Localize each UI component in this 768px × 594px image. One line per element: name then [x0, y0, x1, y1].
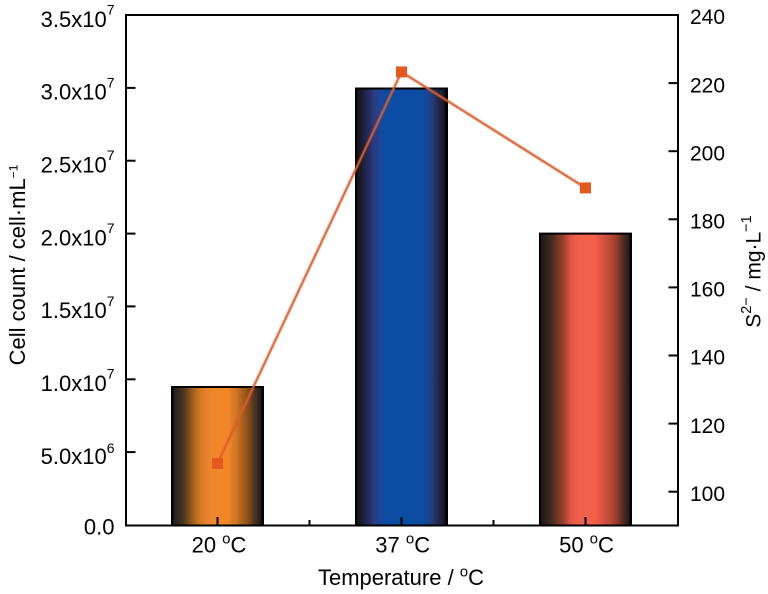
svg-text:50 oC: 50 oC	[559, 531, 614, 558]
svg-text:5.0x106: 5.0x106	[41, 440, 115, 469]
svg-text:140: 140	[690, 347, 725, 370]
svg-text:Temperature / oC: Temperature / oC	[318, 563, 484, 590]
svg-text:160: 160	[690, 279, 725, 302]
svg-text:180: 180	[690, 211, 725, 234]
svg-text:240: 240	[690, 6, 725, 29]
svg-text:120: 120	[690, 415, 725, 438]
svg-text:200: 200	[690, 142, 725, 165]
svg-text:1.0x107: 1.0x107	[41, 366, 115, 396]
svg-text:1.5x107: 1.5x107	[41, 293, 115, 323]
svg-text:100: 100	[690, 483, 725, 506]
svg-text:2.0x107: 2.0x107	[41, 220, 115, 250]
svg-text:2.5x107: 2.5x107	[41, 147, 115, 177]
svg-text:S2− / mg·L−1: S2− / mg·L−1	[739, 215, 765, 327]
svg-text:3.0x107: 3.0x107	[41, 74, 115, 104]
svg-text:3.5x107: 3.5x107	[41, 1, 115, 31]
svg-text:Cell count / cell·mL−1: Cell count / cell·mL−1	[5, 164, 30, 365]
svg-text:220: 220	[690, 74, 725, 97]
svg-text:0.0: 0.0	[84, 515, 115, 540]
svg-text:20 oC: 20 oC	[192, 531, 247, 558]
svg-text:37 oC: 37 oC	[375, 531, 430, 558]
